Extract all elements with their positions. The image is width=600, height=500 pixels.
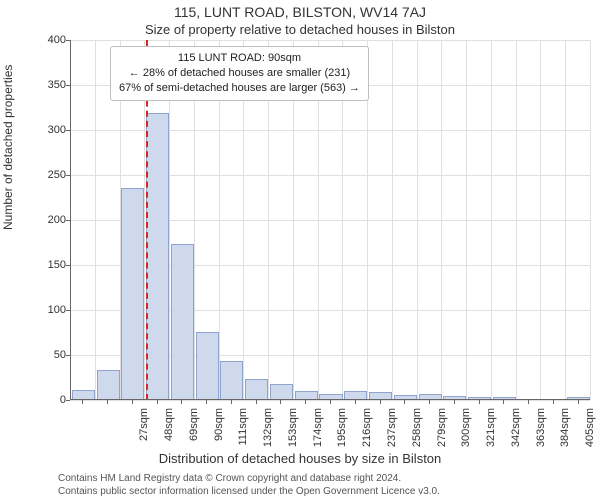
histogram-bar [121,188,144,401]
y-tick-label: 150 [30,259,66,271]
histogram-chart: 05010015020025030035040027sqm48sqm69sqm9… [70,40,590,400]
y-tick-label: 0 [30,394,66,406]
x-tick [206,400,207,404]
y-tick [66,400,70,401]
y-tick-label: 50 [30,349,66,361]
histogram-bar [196,332,219,401]
x-tick [132,400,133,404]
y-tick-label: 300 [30,124,66,136]
x-tick [280,400,281,404]
x-tick [380,400,381,404]
x-axis-label: Distribution of detached houses by size … [0,451,600,466]
x-tick [454,400,455,404]
histogram-bar [97,370,120,400]
histogram-bar [220,361,243,400]
callout-line: 115 LUNT ROAD: 90sqm [119,51,360,66]
y-tick-label: 200 [30,214,66,226]
callout-line: ← 28% of detached houses are smaller (23… [119,66,360,81]
histogram-bar [270,384,293,400]
x-tick [82,400,83,404]
x-tick [355,400,356,404]
histogram-bar [171,244,194,400]
attribution-footer: Contains HM Land Registry data © Crown c… [58,473,588,498]
x-tick [528,400,529,404]
y-tick-label: 100 [30,304,66,316]
x-tick [429,400,430,404]
y-tick-label: 350 [30,79,66,91]
histogram-bar [146,113,169,400]
y-axis-label: Number of detached properties [1,65,15,230]
chart-subtitle: Size of property relative to detached ho… [0,22,600,37]
x-tick [503,400,504,404]
x-tick [330,400,331,404]
x-tick [107,400,108,404]
x-tick [578,400,579,404]
x-tick [404,400,405,404]
gridline-vertical [590,40,591,400]
x-tick [231,400,232,404]
histogram-bar [245,379,268,400]
footer-line-2: Contains public sector information licen… [58,486,588,499]
x-tick [181,400,182,404]
x-tick [305,400,306,404]
property-callout: 115 LUNT ROAD: 90sqm← 28% of detached ho… [110,46,369,101]
x-tick [256,400,257,404]
x-tick [553,400,554,404]
callout-line: 67% of semi-detached houses are larger (… [119,81,360,96]
y-axis [70,40,71,400]
page-title: 115, LUNT ROAD, BILSTON, WV14 7AJ [0,4,600,20]
y-tick-label: 250 [30,169,66,181]
plot-area: 05010015020025030035040027sqm48sqm69sqm9… [70,40,590,400]
footer-line-1: Contains HM Land Registry data © Crown c… [58,473,588,486]
x-tick [479,400,480,404]
x-tick [157,400,158,404]
y-tick-label: 400 [30,34,66,46]
